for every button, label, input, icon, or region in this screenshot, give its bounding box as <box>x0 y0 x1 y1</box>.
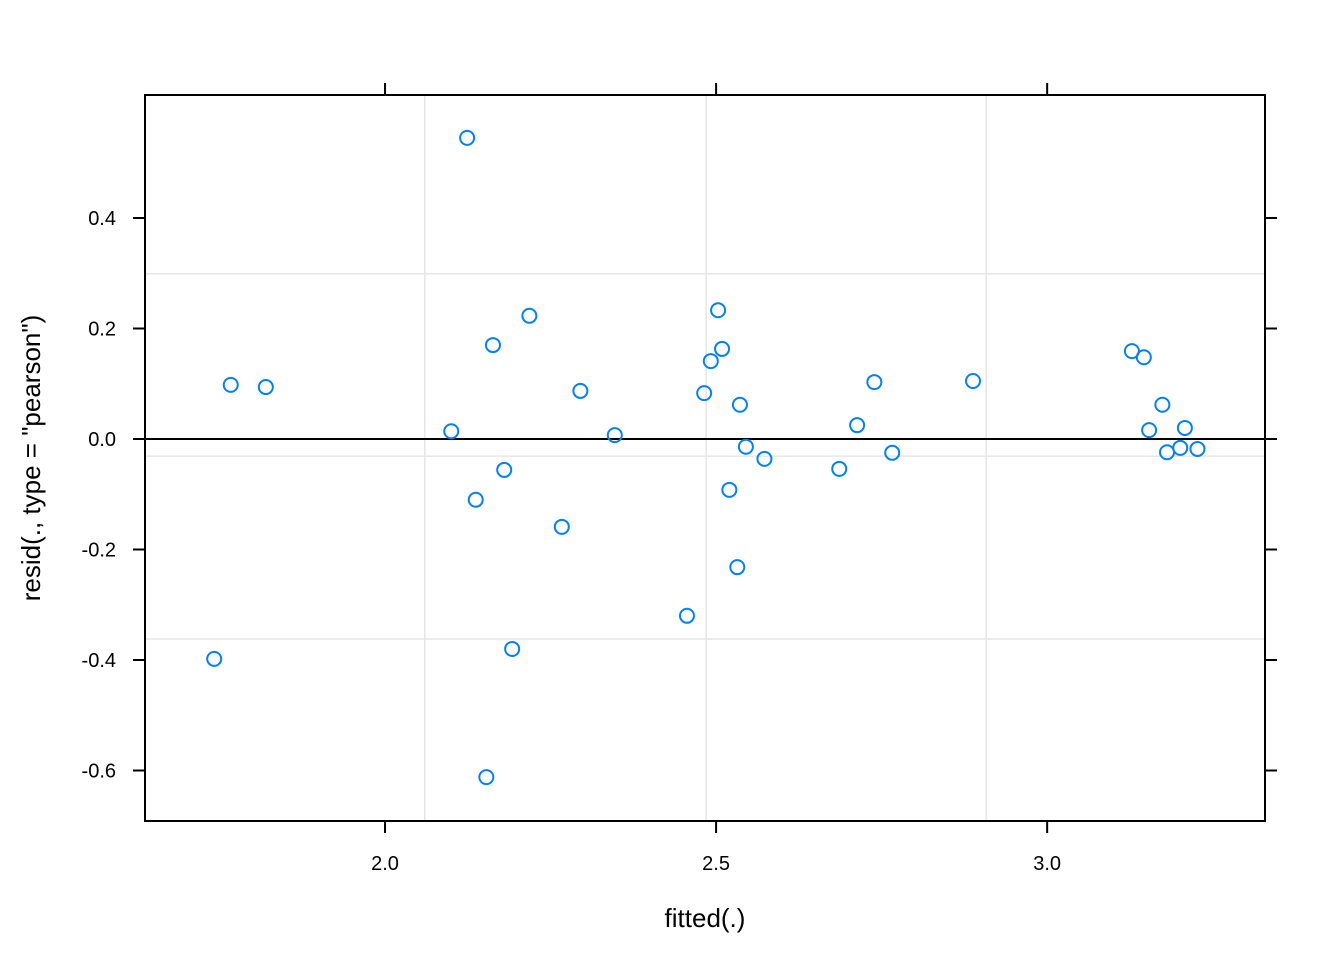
point <box>1154 396 1171 413</box>
point <box>484 337 501 354</box>
point <box>678 607 695 624</box>
point <box>257 379 274 396</box>
y-tick-label: -0.2 <box>82 539 116 561</box>
point <box>606 427 623 444</box>
point <box>866 374 883 391</box>
point <box>459 129 476 146</box>
point <box>1141 422 1158 439</box>
point <box>504 640 521 657</box>
x-axis-label: fitted(.) <box>665 903 746 933</box>
point <box>696 385 713 402</box>
point <box>731 396 748 413</box>
point <box>831 460 848 477</box>
point <box>1135 349 1152 366</box>
plot-frame <box>144 94 1266 822</box>
y-tick-label: -0.6 <box>82 761 116 783</box>
point <box>737 438 754 455</box>
point <box>467 491 484 508</box>
point <box>714 340 731 357</box>
point <box>710 302 727 319</box>
x-tick-label: 3.0 <box>1033 853 1061 875</box>
point <box>206 650 223 667</box>
point <box>964 372 981 389</box>
point <box>729 559 746 576</box>
point <box>756 450 773 467</box>
point <box>849 417 866 434</box>
point <box>1159 444 1176 461</box>
x-tick-label: 2.0 <box>371 853 399 875</box>
point <box>553 518 570 535</box>
point <box>1176 419 1193 436</box>
point <box>1172 439 1189 456</box>
point <box>702 353 719 370</box>
point <box>496 461 513 478</box>
y-tick-label: 0.0 <box>88 429 116 451</box>
point <box>521 307 538 324</box>
point <box>1189 440 1206 457</box>
point <box>721 481 738 498</box>
y-tick-label: -0.4 <box>82 650 116 672</box>
x-tick-label: 2.5 <box>702 853 730 875</box>
point <box>572 382 589 399</box>
point <box>478 769 495 786</box>
point <box>884 444 901 461</box>
point <box>443 423 460 440</box>
y-axis-label: resid(., type = "pearson") <box>16 315 46 602</box>
y-tick-label: 0.2 <box>88 318 116 340</box>
point <box>222 376 239 393</box>
y-tick-label: 0.4 <box>88 208 116 230</box>
